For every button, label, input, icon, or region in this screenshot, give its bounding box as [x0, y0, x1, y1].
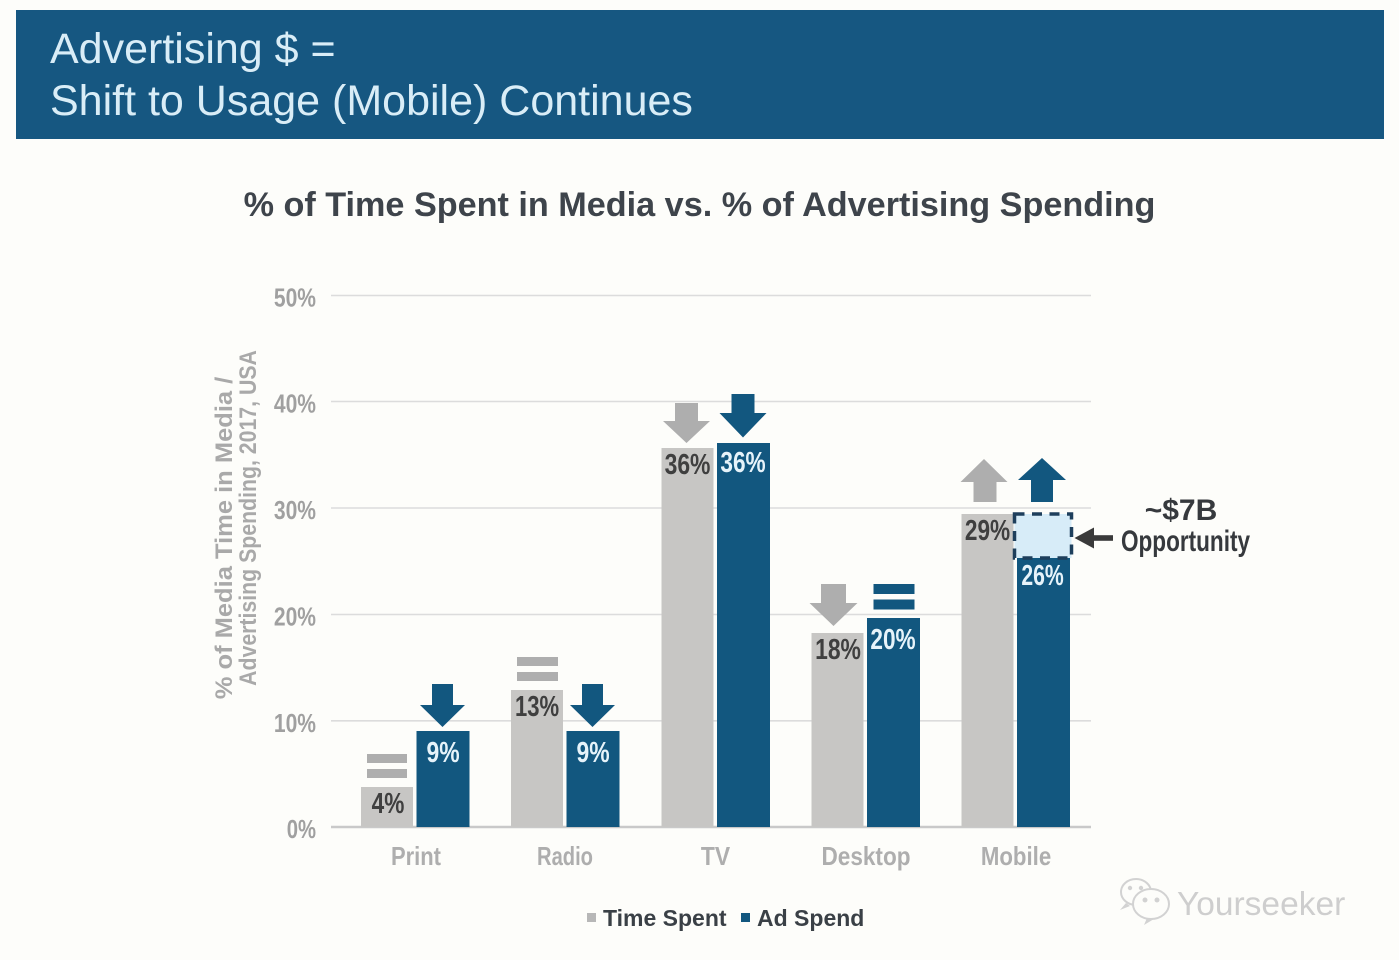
svg-text:36%: 36% — [720, 445, 765, 478]
svg-text:18%: 18% — [815, 632, 861, 665]
svg-text:20%: 20% — [274, 604, 316, 633]
svg-text:9%: 9% — [426, 735, 459, 768]
svg-text:Yourseeker: Yourseeker — [1177, 886, 1345, 923]
svg-text:9%: 9% — [576, 735, 609, 768]
svg-text:Radio: Radio — [537, 842, 593, 871]
svg-text:20%: 20% — [870, 622, 915, 655]
svg-text:Mobile: Mobile — [981, 842, 1051, 871]
svg-text:29%: 29% — [965, 513, 1010, 546]
svg-text:36%: 36% — [665, 447, 711, 480]
svg-text:13%: 13% — [515, 691, 559, 723]
svg-text:40%: 40% — [274, 391, 316, 420]
svg-text:Desktop: Desktop — [822, 843, 911, 872]
svg-text:50%: 50% — [274, 285, 316, 314]
svg-text:Advertising Spending, 2017, US: Advertising Spending, 2017, USA — [234, 350, 262, 686]
svg-text:26%: 26% — [1021, 560, 1063, 592]
svg-text:Ad Spend: Ad Spend — [757, 905, 864, 931]
svg-text:4%: 4% — [372, 786, 405, 819]
svg-text:10%: 10% — [274, 710, 316, 739]
svg-text:Time Spent: Time Spent — [603, 905, 727, 931]
svg-text:TV: TV — [701, 843, 731, 872]
svg-text:% of Media Time in Media /: % of Media Time in Media / — [212, 377, 238, 700]
svg-text:30%: 30% — [274, 497, 316, 526]
svg-text:0%: 0% — [287, 815, 317, 844]
svg-text:Opportunity: Opportunity — [1121, 524, 1250, 558]
svg-text:Print: Print — [391, 842, 441, 871]
svg-text:~$7B: ~$7B — [1145, 494, 1218, 527]
